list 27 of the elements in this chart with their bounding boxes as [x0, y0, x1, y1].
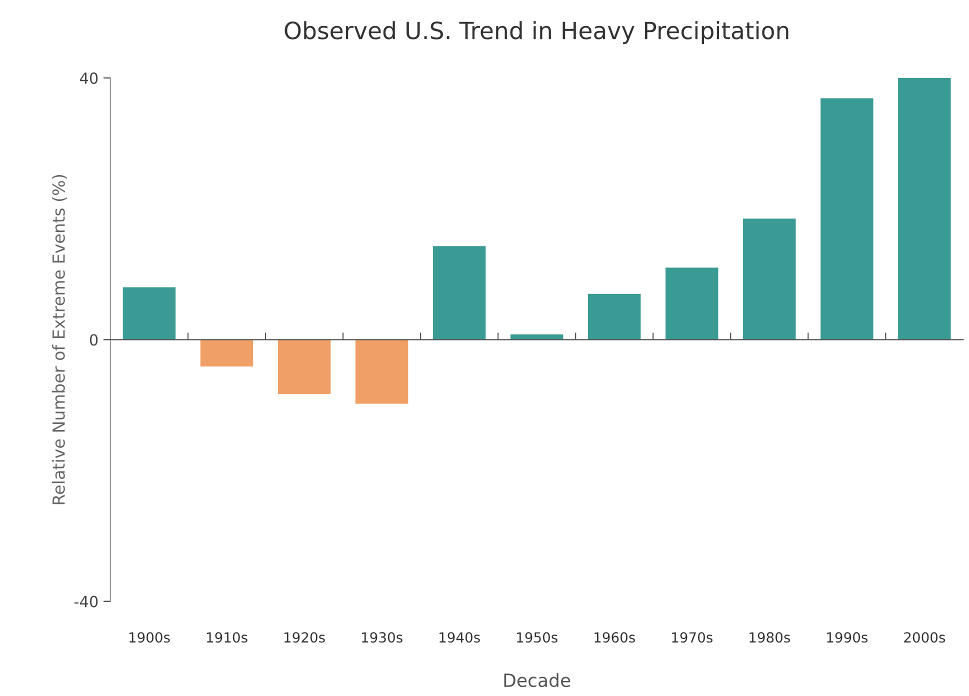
- y-tick-label: 0: [90, 334, 98, 346]
- x-tick-label: 1930s: [362, 632, 402, 643]
- y-tick-label: 40: [80, 72, 98, 84]
- bar: [200, 340, 254, 366]
- chart-title: Observed U.S. Trend in Heavy Precipitation: [284, 21, 788, 44]
- x-tick-label: 1920s: [284, 632, 325, 643]
- x-tick-label: 1980s: [750, 632, 790, 643]
- bar: [898, 78, 951, 340]
- x-tick-label: 1900s: [129, 632, 170, 643]
- x-tick-label: 1950s: [517, 632, 558, 643]
- bar: [743, 218, 796, 340]
- bar: [278, 340, 331, 394]
- y-axis-title: Relative Number of Extreme Events (%): [52, 175, 67, 504]
- bar: [666, 268, 718, 340]
- x-tick-label: 1970s: [672, 632, 712, 643]
- x-tick-label: 2000s: [904, 632, 946, 643]
- x-axis-title: Decade: [504, 673, 570, 688]
- bar: [432, 246, 486, 340]
- bar: [820, 98, 874, 340]
- x-tick-label: 1940s: [440, 632, 480, 643]
- x-tick-label: 1960s: [594, 632, 635, 643]
- y-tick-label: -40: [74, 596, 98, 608]
- x-tick-label: 1990s: [827, 632, 868, 643]
- bar: [588, 294, 641, 340]
- bar: [355, 340, 408, 404]
- bar: [122, 287, 176, 340]
- x-tick-label: 1910s: [206, 632, 248, 643]
